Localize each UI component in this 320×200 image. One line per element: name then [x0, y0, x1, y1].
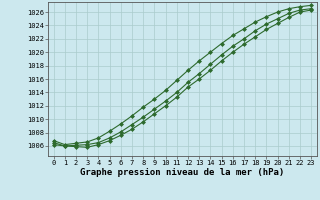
X-axis label: Graphe pression niveau de la mer (hPa): Graphe pression niveau de la mer (hPa) — [80, 168, 284, 177]
